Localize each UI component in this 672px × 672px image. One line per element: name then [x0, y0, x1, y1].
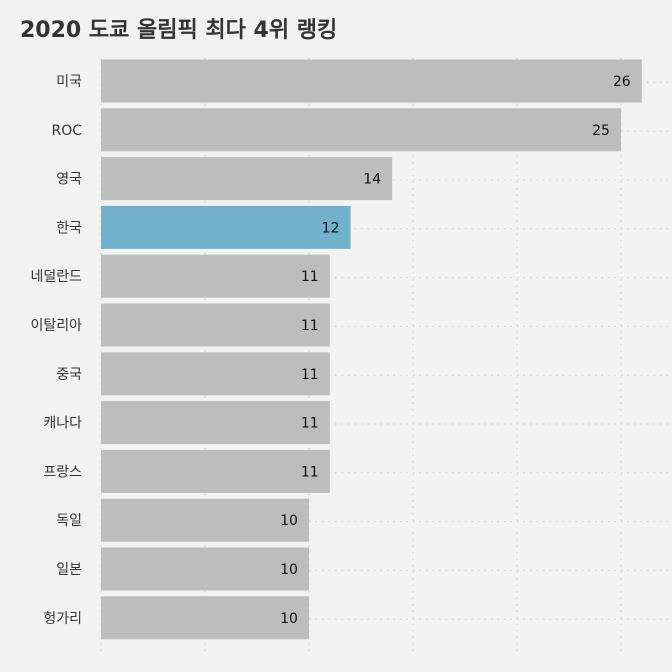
category-label: 한국: [56, 220, 82, 236]
bar-7: [101, 401, 330, 445]
category-label: 미국: [56, 74, 82, 90]
category-label: 프랑스: [43, 464, 82, 480]
value-label: 12: [322, 220, 340, 236]
category-label: 이탈리아: [30, 318, 82, 334]
bar-1: [101, 108, 621, 152]
category-label: 캐나다: [43, 416, 82, 432]
category-label: 영국: [56, 172, 82, 188]
bar-8: [101, 449, 330, 493]
bar-layer: [101, 59, 642, 640]
category-label: 일본: [56, 562, 82, 578]
bar-3: [101, 205, 351, 249]
category-label: ROC: [51, 123, 82, 139]
label-layer: 미국 26 ROC 25 영국 14 한국 12 네덜란드 11 이탈리아 11 중국 11 캐나다 11 프랑…: [30, 74, 630, 627]
bar-6: [101, 352, 330, 396]
chart-title: 2020 도쿄 올림픽 최다 4위 랭킹: [20, 18, 338, 43]
bar-10: [101, 547, 309, 591]
bar-2: [101, 157, 393, 201]
value-label: 26: [613, 74, 631, 90]
value-label: 14: [363, 172, 381, 188]
value-label: 11: [301, 367, 319, 383]
value-label: 10: [280, 513, 298, 529]
bar-4: [101, 254, 330, 298]
category-label: 중국: [56, 367, 82, 383]
category-label: 헝가리: [43, 611, 82, 627]
bar-5: [101, 303, 330, 347]
bar-11: [101, 596, 309, 640]
value-label: 25: [592, 123, 610, 139]
category-label: 독일: [56, 513, 82, 529]
value-label: 10: [280, 562, 298, 578]
value-label: 11: [301, 318, 319, 334]
bar-9: [101, 498, 309, 542]
category-label: 네덜란드: [30, 269, 82, 285]
value-label: 11: [301, 416, 319, 432]
value-label: 11: [301, 269, 319, 285]
bar-0: [101, 59, 642, 103]
value-label: 11: [301, 464, 319, 480]
value-label: 10: [280, 611, 298, 627]
grid-layer: [100, 58, 672, 652]
